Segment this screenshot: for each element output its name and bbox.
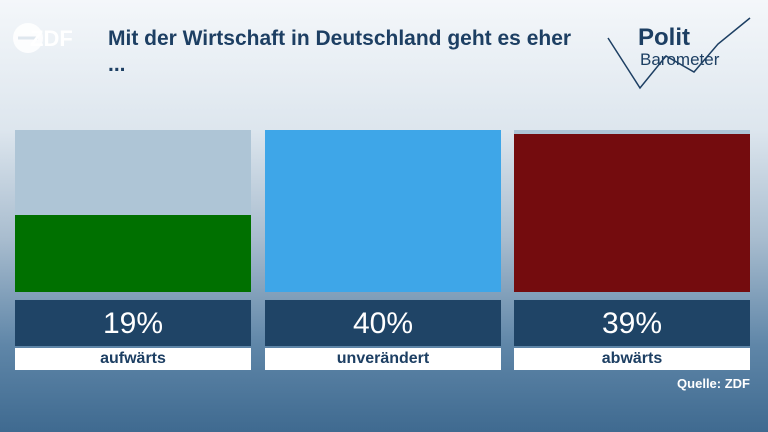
bar-abwaerts (514, 134, 750, 292)
bar-track (514, 130, 750, 292)
source-note: Quelle: ZDF (677, 376, 750, 391)
category-label-abwaerts: abwärts (514, 348, 750, 370)
bar-track (15, 130, 251, 292)
value-label-aufwaerts: 19% (15, 300, 251, 346)
chart-title: Mit der Wirtschaft in Deutschland geht e… (108, 27, 572, 76)
category-label-aufwaerts: aufwärts (15, 348, 251, 370)
bar-aufwaerts (15, 215, 251, 292)
politbarometer-word-polit: Polit (638, 24, 690, 51)
zdf-logo: ZDF (12, 22, 82, 54)
politbarometer-logo: Polit Barometer (600, 6, 760, 96)
bar-unveraendert (265, 130, 501, 292)
zdf-logo-text: ZDF (30, 26, 73, 51)
politbarometer-word-barometer: Barometer (640, 50, 720, 69)
category-label-unveraendert: unverändert (265, 348, 501, 370)
value-label-unveraendert: 40% (265, 300, 501, 346)
bar-track (265, 130, 501, 292)
value-label-abwaerts: 39% (514, 300, 750, 346)
